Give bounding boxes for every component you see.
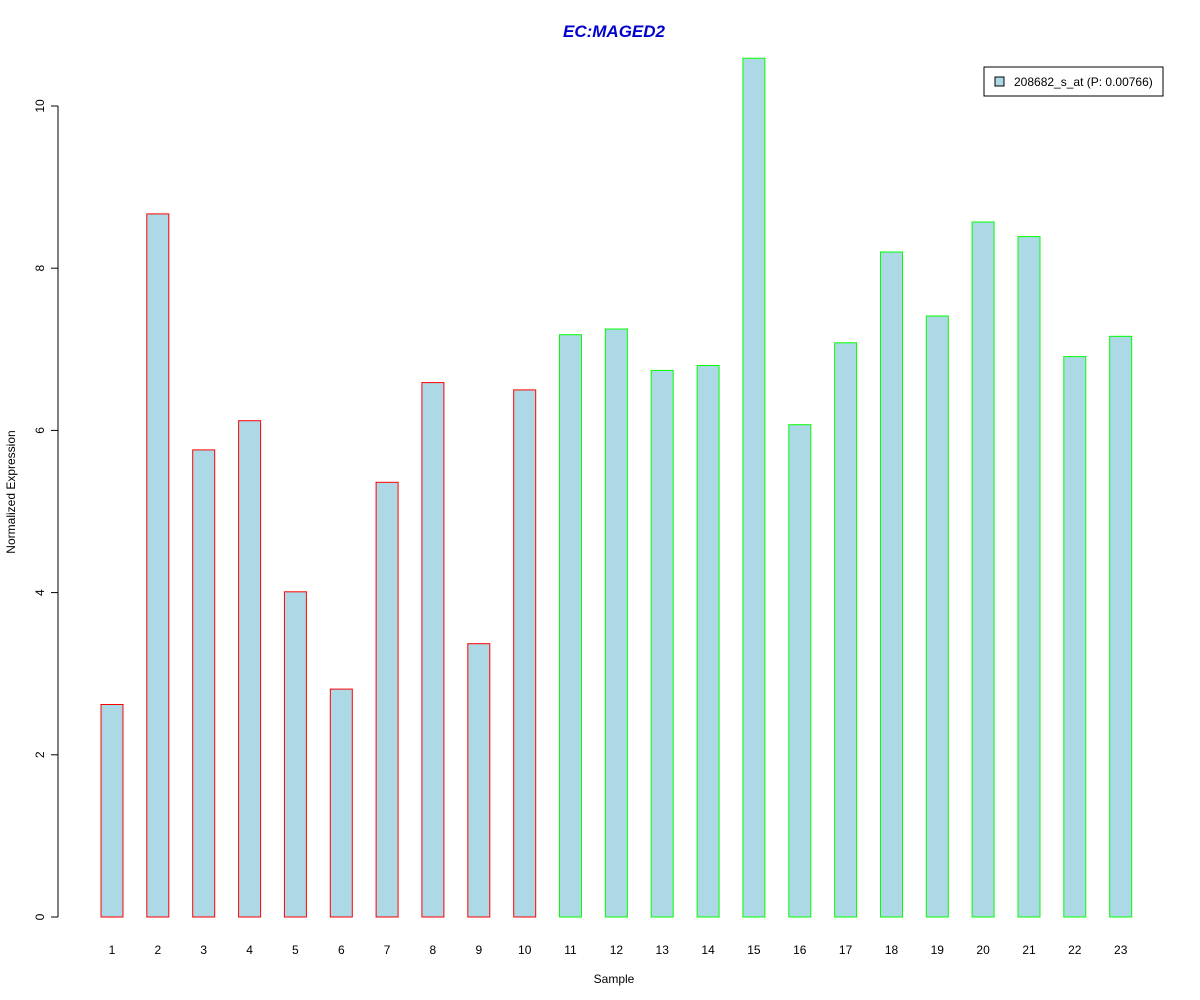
- bar-sample-3: [192, 449, 216, 918]
- bar-sample-5: [283, 591, 307, 918]
- bar-sample-14: [696, 365, 720, 918]
- y-tick-label: 6: [33, 427, 47, 434]
- x-tick-labels: 1 2 3 4 5 6 7 8 9 10 11 12 13 14 15 16 17 18 19 20 21 22 23: [109, 943, 1128, 957]
- x-tick-label: 10: [518, 943, 532, 957]
- bar-sample-2: [146, 213, 170, 918]
- x-tick-label: 9: [475, 943, 482, 957]
- x-tick-label: 3: [200, 943, 207, 957]
- x-tick-label: 13: [656, 943, 670, 957]
- x-tick-label: 16: [793, 943, 807, 957]
- bar-sample-16: [788, 424, 812, 918]
- bar-sample-10: [513, 389, 537, 918]
- legend: 208682_s_at (P: 0.00766): [983, 66, 1164, 97]
- x-tick-label: 14: [701, 943, 715, 957]
- x-tick-label: 18: [885, 943, 899, 957]
- x-tick-label: 15: [747, 943, 761, 957]
- x-tick-label: 11: [564, 943, 577, 957]
- y-tick-label: 2: [33, 751, 47, 758]
- x-tick-label: 23: [1114, 943, 1128, 957]
- legend-swatch: [994, 76, 1005, 87]
- bar-sample-13: [650, 369, 674, 918]
- x-tick-label: 8: [430, 943, 437, 957]
- y-tick-label: 0: [33, 913, 47, 920]
- y-tick-label: 10: [33, 99, 47, 113]
- bar-sample-18: [880, 251, 903, 918]
- x-axis-title: Sample: [594, 972, 635, 986]
- bar-sample-15: [742, 57, 766, 918]
- x-tick-label: 22: [1068, 943, 1082, 957]
- legend-box: [983, 66, 1164, 97]
- bars-group: [100, 57, 1133, 918]
- y-axis-title: Normalized Expression: [4, 430, 18, 553]
- x-tick-label: 5: [292, 943, 299, 957]
- bar-sample-1: [100, 704, 124, 918]
- bar-sample-9: [467, 643, 491, 918]
- bar-sample-4: [238, 420, 262, 918]
- chart-title: EC:MAGED2: [563, 22, 666, 41]
- bar-sample-23: [1109, 335, 1133, 918]
- y-axis: 0 2 4 6 8 10: [33, 99, 59, 920]
- y-tick-label: 8: [33, 265, 47, 272]
- x-tick-label: 7: [384, 943, 391, 957]
- x-tick-label: 1: [109, 943, 116, 957]
- bar-sample-17: [834, 342, 858, 918]
- bar-sample-21: [1017, 236, 1041, 918]
- x-tick-label: 2: [154, 943, 161, 957]
- x-tick-label: 21: [1022, 943, 1036, 957]
- bar-sample-22: [1063, 356, 1087, 918]
- bar-sample-19: [925, 315, 949, 918]
- y-tick-label: 4: [33, 589, 47, 596]
- bar-sample-8: [421, 382, 445, 918]
- x-tick-label: 19: [931, 943, 945, 957]
- x-tick-label: 20: [976, 943, 990, 957]
- bar-sample-11: [559, 334, 582, 918]
- legend-label: 208682_s_at (P: 0.00766): [1014, 75, 1153, 89]
- x-tick-label: 6: [338, 943, 345, 957]
- bar-sample-6: [329, 688, 353, 918]
- x-tick-label: 17: [839, 943, 853, 957]
- bar-sample-20: [971, 221, 995, 918]
- x-tick-label: 4: [246, 943, 253, 957]
- x-tick-label: 12: [610, 943, 624, 957]
- bar-sample-7: [375, 481, 399, 918]
- bar-sample-12: [604, 328, 628, 918]
